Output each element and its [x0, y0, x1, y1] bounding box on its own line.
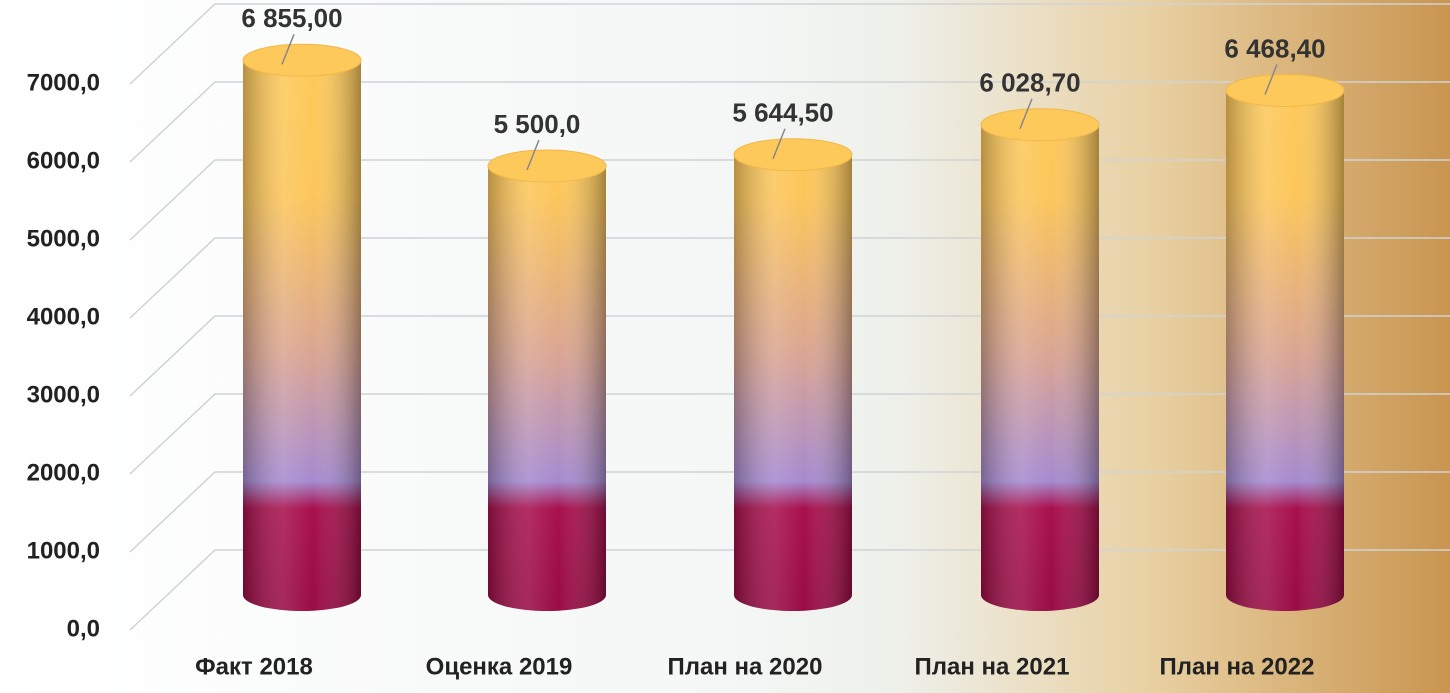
y-tick-label: 4000,0: [27, 303, 100, 330]
leader-line: [772, 128, 786, 160]
bar-top: [733, 138, 853, 172]
bar-shade: [1226, 90, 1344, 612]
value-label: 6 468,40: [1224, 33, 1325, 63]
y-tick-label: 7000,0: [27, 69, 100, 96]
value-label: 6 028,70: [979, 68, 1080, 98]
value-label: 5 500,0: [494, 109, 581, 139]
leader-line: [1019, 98, 1033, 130]
x-tick-label: Оценка 2019: [426, 653, 573, 680]
x-tick-label: План на 2022: [1160, 653, 1315, 680]
x-tick-label: План на 2021: [915, 653, 1070, 680]
leader-line: [1264, 64, 1278, 95]
x-tick-label: План на 2020: [668, 653, 823, 680]
y-tick-label: 1000,0: [27, 537, 100, 564]
y-tick-label: 5000,0: [27, 225, 100, 252]
bar-top: [242, 43, 362, 77]
bar-top: [980, 108, 1100, 142]
y-tick-label: 3000,0: [27, 381, 100, 408]
value-label: 6 855,00: [241, 3, 342, 33]
leader-line: [281, 34, 295, 65]
bar-shade: [488, 166, 606, 611]
leader-line: [526, 139, 540, 171]
y-tick-label: 2000,0: [27, 459, 100, 486]
value-label: 5 644,50: [732, 98, 833, 128]
grid-line: [129, 81, 1450, 163]
bar-shade: [981, 124, 1099, 611]
x-tick-label: Факт 2018: [195, 653, 313, 680]
bar-shade: [243, 60, 361, 612]
bar-top: [1225, 73, 1345, 107]
y-tick-label: 0,0: [67, 615, 100, 642]
bar-top: [487, 149, 607, 183]
grid-line: [129, 3, 1450, 85]
y-tick-label: 6000,0: [27, 147, 100, 174]
bar-shade: [734, 154, 852, 611]
